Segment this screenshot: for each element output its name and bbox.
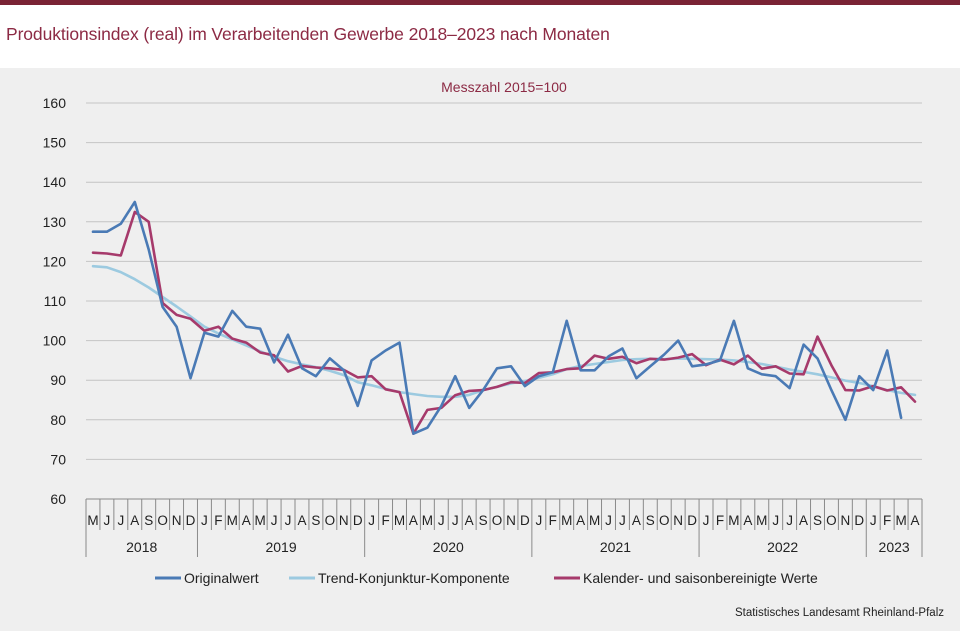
year-label: 2018 — [126, 539, 157, 555]
month-label: M — [561, 513, 572, 528]
month-label: A — [130, 513, 139, 528]
month-label: A — [576, 513, 585, 528]
legend-label: Trend-Konjunktur-Komponente — [318, 570, 510, 586]
y-tick-label: 100 — [43, 333, 67, 349]
month-label: A — [297, 513, 306, 528]
y-tick-label: 70 — [50, 451, 66, 467]
month-label: J — [619, 513, 626, 528]
month-label: M — [87, 513, 98, 528]
year-label: 2023 — [879, 539, 910, 555]
page-title: Produktionsindex (real) im Verarbeitende… — [6, 24, 610, 44]
month-label: A — [409, 513, 418, 528]
chart-panel — [0, 68, 960, 631]
month-label: N — [673, 513, 683, 528]
month-label: S — [311, 513, 320, 528]
month-label: J — [438, 513, 445, 528]
month-label: J — [285, 513, 292, 528]
month-label: J — [703, 513, 710, 528]
y-tick-label: 110 — [44, 293, 67, 309]
month-label: J — [786, 513, 793, 528]
month-label: J — [452, 513, 459, 528]
month-label: A — [242, 513, 251, 528]
legend-label: Originalwert — [184, 570, 259, 586]
gridlines — [86, 102, 922, 460]
month-label: D — [520, 513, 530, 528]
month-label: F — [381, 513, 389, 528]
month-label: M — [394, 513, 405, 528]
y-tick-label: 150 — [43, 135, 67, 151]
year-label: 2022 — [767, 539, 798, 555]
month-label: O — [492, 513, 503, 528]
month-label: A — [799, 513, 808, 528]
month-label: F — [716, 513, 724, 528]
month-label: M — [589, 513, 600, 528]
month-label: O — [325, 513, 336, 528]
month-label: O — [659, 513, 670, 528]
month-label: J — [201, 513, 208, 528]
month-label: F — [883, 513, 891, 528]
y-tick-label: 90 — [50, 372, 66, 388]
y-tick-label: 80 — [50, 412, 66, 428]
month-label: F — [214, 513, 222, 528]
series-lines — [91, 200, 917, 436]
y-tick-label: 160 — [43, 95, 67, 111]
month-label: J — [368, 513, 375, 528]
month-label: J — [117, 513, 124, 528]
year-label: 2020 — [433, 539, 464, 555]
month-label: M — [422, 513, 433, 528]
month-label: J — [271, 513, 278, 528]
legend-label: Kalender- und saisonbereinigte Werte — [583, 570, 818, 586]
month-label: N — [172, 513, 182, 528]
month-label: M — [227, 513, 238, 528]
y-tick-label: 60 — [50, 491, 66, 507]
month-label: M — [895, 513, 906, 528]
y-tick-label: 140 — [43, 174, 67, 190]
month-label: M — [728, 513, 739, 528]
month-label: D — [687, 513, 697, 528]
y-tick-label: 130 — [43, 214, 67, 230]
month-label: J — [605, 513, 612, 528]
month-label: S — [144, 513, 153, 528]
month-label: D — [854, 513, 864, 528]
month-label: O — [826, 513, 837, 528]
series-line-1 — [91, 264, 917, 399]
chart-subtitle: Messzahl 2015=100 — [441, 79, 567, 95]
month-label: N — [339, 513, 349, 528]
month-label: S — [813, 513, 822, 528]
top-accent-bar — [0, 0, 960, 5]
month-label: A — [911, 513, 920, 528]
y-axis: 60 70 80 90 100 110 120 130 140 150 160 — [43, 95, 67, 507]
month-label: N — [506, 513, 516, 528]
month-label: F — [549, 513, 557, 528]
series-line-2 — [91, 210, 917, 436]
month-label: O — [157, 513, 168, 528]
legend: Originalwert Trend-Konjunktur-Komponente K… — [155, 570, 818, 586]
month-label: M — [756, 513, 767, 528]
month-label: J — [104, 513, 111, 528]
year-label: 2019 — [265, 539, 296, 555]
month-label: S — [479, 513, 488, 528]
year-label: 2021 — [600, 539, 631, 555]
month-label: A — [465, 513, 474, 528]
month-label: J — [535, 513, 542, 528]
month-label: J — [870, 513, 877, 528]
month-label: M — [255, 513, 266, 528]
month-label: D — [186, 513, 196, 528]
month-label: A — [743, 513, 752, 528]
series-line-0 — [91, 200, 903, 436]
month-label: S — [646, 513, 655, 528]
month-label: D — [353, 513, 363, 528]
source-note: Statistisches Landesamt Rheinland-Pfalz — [734, 607, 944, 619]
y-tick-label: 120 — [43, 253, 67, 269]
month-label: N — [840, 513, 850, 528]
month-label: J — [772, 513, 779, 528]
month-label: A — [632, 513, 641, 528]
